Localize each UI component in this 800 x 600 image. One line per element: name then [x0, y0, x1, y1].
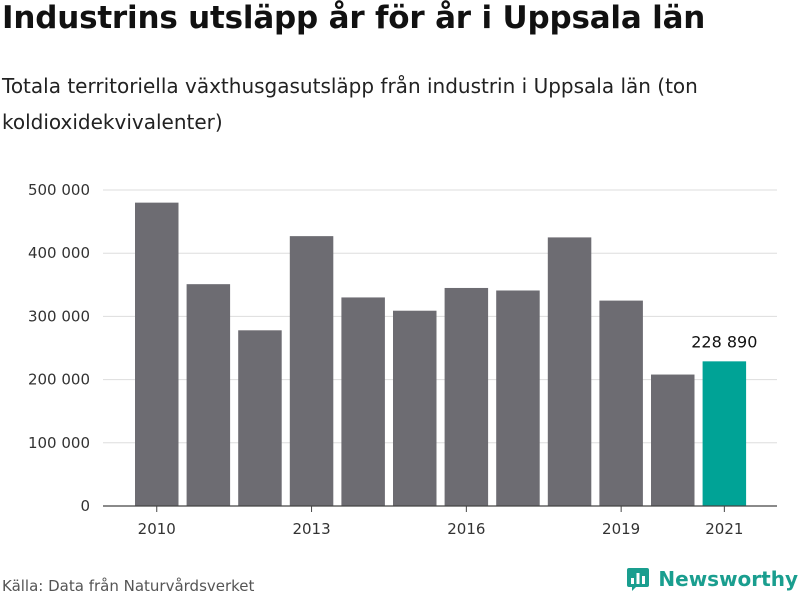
bar [186, 284, 231, 506]
chart-title: Industrins utsläpp år för år i Uppsala l… [2, 0, 706, 36]
x-tick-label: 2019 [602, 520, 640, 538]
bar [238, 330, 282, 506]
bar-highlight [702, 361, 747, 506]
brand-logo: Newsworthy [626, 566, 798, 592]
x-tick-label: 2010 [138, 520, 176, 538]
y-tick-label: 100 000 [28, 434, 90, 452]
y-tick-label: 300 000 [28, 307, 90, 325]
chart-subtitle: Totala territoriella växthusgasutsläpp f… [2, 74, 698, 134]
x-tick-label: 2016 [447, 520, 485, 538]
data-label: 228 890 [691, 332, 757, 351]
y-tick-label: 200 000 [28, 371, 90, 389]
bar [444, 287, 489, 506]
bar [496, 290, 540, 506]
bar [135, 202, 179, 506]
bar [393, 310, 437, 506]
y-tick-label: 500 000 [28, 181, 90, 199]
x-tick-label: 2021 [705, 520, 743, 538]
bar [651, 374, 695, 506]
bar [599, 300, 643, 506]
bar-chart-logo-icon [627, 568, 650, 591]
bar [547, 237, 592, 506]
x-tick-label: 2013 [292, 520, 330, 538]
y-tick-label: 400 000 [28, 244, 90, 262]
source-note: Källa: Data från Naturvårdsverket [2, 577, 255, 595]
bar [341, 297, 385, 506]
bar [289, 236, 334, 507]
brand-name: Newsworthy [658, 567, 798, 591]
y-tick-label: 0 [80, 497, 90, 515]
